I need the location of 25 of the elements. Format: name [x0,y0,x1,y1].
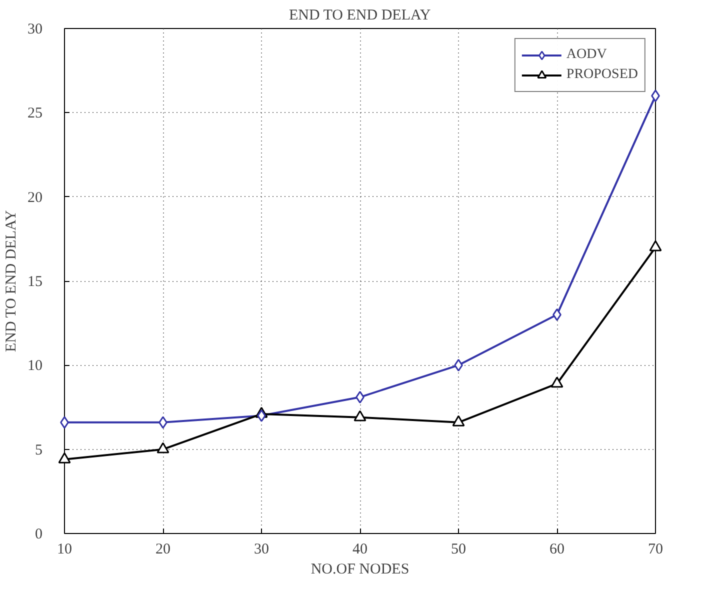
point [649,240,662,252]
x-tick-label: 50 [451,542,466,558]
y-tick-label: 20 [28,190,42,206]
y-tick-label: 30 [28,22,42,38]
legend-label: AODV [566,47,607,63]
x-axis-title: NO.OF NODES [310,562,410,578]
y-tick-label: 10 [28,358,42,374]
y-tick-label: 15 [28,274,42,290]
point [156,442,170,454]
chart-title: END TO END DELAY [288,8,431,24]
legend-label: PROPOSED [566,67,638,83]
x-tick-label: 40 [352,542,368,558]
point [354,410,366,422]
point [58,452,71,464]
point [550,376,564,388]
x-tick-label: 30 [254,542,269,558]
y-tick-label: 5 [35,442,42,458]
y-axis-title: END TO END DELAY [4,210,20,352]
y-tick-label: 25 [28,106,42,122]
y-tick-label: 0 [35,526,42,542]
x-tick-label: 60 [550,542,564,558]
x-tick-label: 70 [648,542,663,558]
point [452,415,465,426]
x-tick-label: 20 [156,542,170,558]
x-tick-label: 10 [57,542,72,558]
